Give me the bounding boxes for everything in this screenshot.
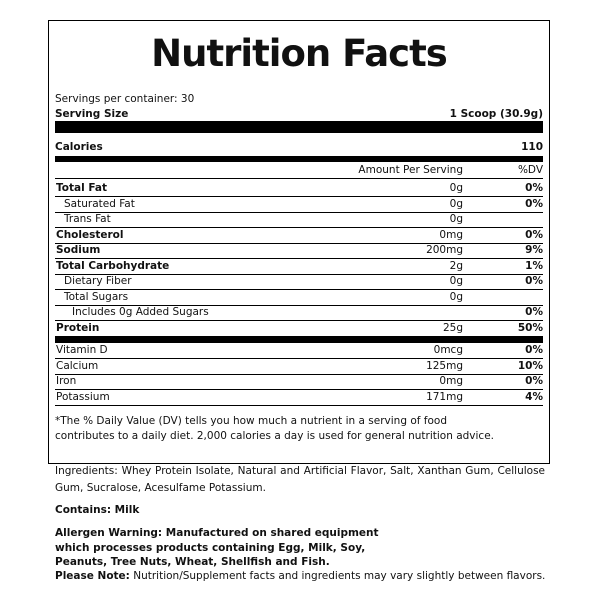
serving-size-label: Serving Size — [55, 108, 129, 120]
nutrient-row: Saturated Fat 0g 0% — [55, 197, 543, 213]
nutrient-label: Total Sugars — [64, 290, 129, 303]
nutrient-label: Total Carbohydrate — [56, 259, 170, 272]
nutrient-dv: 0% — [525, 182, 543, 194]
nutrient-amount: 2g — [449, 259, 463, 272]
nutrient-amount: 0g — [449, 290, 463, 303]
contains: Contains: Milk — [55, 504, 140, 516]
thick-rule — [55, 121, 543, 133]
nutrient-dv: 4% — [525, 390, 543, 403]
nutrient-label: Potassium — [56, 390, 110, 403]
nutrient-label: Protein — [56, 321, 100, 334]
nutrient-label: Vitamin D — [56, 344, 108, 356]
title: Nutrition Facts — [151, 32, 448, 75]
note: Please Note: Nutrition/Supplement facts … — [55, 569, 545, 583]
nutrient-dv: 9% — [525, 244, 543, 256]
serving-size: 1 Scoop (30.9g) — [449, 108, 543, 120]
nutrient-label: Saturated Fat — [64, 197, 135, 210]
nutrient-row: Dietary Fiber 0g 0% — [55, 274, 543, 290]
servings: Servings per container: 30 — [55, 93, 195, 105]
nutrient-amount: 0mcg — [433, 344, 463, 356]
nutrient-dv: 0% — [525, 344, 543, 356]
medium-rule — [55, 337, 543, 343]
nutrient-label: Calcium — [56, 359, 99, 372]
nutrient-dv: 0% — [525, 275, 543, 287]
dv-header: %DV — [517, 164, 543, 176]
nutrient-amount: 125mg — [426, 359, 463, 372]
nutrient-amount: 0g — [449, 197, 463, 210]
amount-header: Amount Per Serving — [358, 164, 463, 176]
note-text: Nutrition/Supplement facts and ingredien… — [133, 570, 546, 582]
calories: 110 — [521, 141, 543, 153]
nutrient-label: Dietary Fiber — [64, 275, 132, 287]
rule — [55, 178, 543, 179]
nutrient-row: Total Carbohydrate 2g 1% — [55, 259, 543, 275]
nutrient-amount: 200mg — [426, 244, 463, 256]
medium-rule — [55, 156, 543, 162]
nutrient-row: Cholesterol 0mg 0% — [55, 228, 543, 244]
nutrient-amount: 0g — [449, 275, 463, 287]
nutrient-dv: 10% — [517, 359, 543, 372]
nutrient-label: Includes 0g Added Sugars — [72, 306, 209, 318]
calories-label: Calories — [55, 141, 103, 153]
nutrient-dv: 1% — [525, 259, 543, 272]
nutrient-row: Total Sugars 0g — [55, 290, 543, 306]
nutrient-amount: 25g — [442, 321, 463, 334]
note-label: Please Note: — [55, 570, 130, 582]
nutrient-row: Sodium 200mg 9% — [55, 243, 543, 259]
nutrient-row: Includes 0g Added Sugars 0% — [55, 305, 543, 321]
nutrient-amount: 0g — [449, 182, 463, 194]
nutrient-amount: 0mg — [439, 375, 463, 387]
nutrient-label: Iron — [56, 375, 77, 387]
nutrient-row: Vitamin D 0mcg 0% — [55, 343, 543, 359]
nutrient-row: Protein 25g 50% — [55, 321, 543, 337]
ingredients: Ingredients: Whey Protein Isolate, Natur… — [55, 465, 545, 494]
nutrient-label: Trans Fat — [64, 213, 111, 225]
nutrient-dv: 0% — [525, 306, 543, 318]
nutrient-amount: 0mg — [439, 228, 463, 241]
nutrient-dv: 0% — [525, 197, 543, 210]
nutrient-label: Sodium — [56, 244, 101, 256]
nutrient-row: Potassium 171mg 4% — [55, 390, 543, 406]
nutrient-row: Trans Fat 0g — [55, 212, 543, 228]
nutrient-row: Iron 0mg 0% — [55, 374, 543, 390]
nutrient-row: Total Fat 0g 0% — [55, 181, 543, 197]
nutrient-amount: 0g — [449, 213, 463, 225]
nutrient-dv: 0% — [525, 375, 543, 387]
nutrient-label: Cholesterol — [56, 228, 124, 241]
nutrient-dv: 50% — [517, 321, 543, 334]
nutrient-label: Total Fat — [56, 182, 108, 194]
footnote: *The % Daily Value (DV) tells you how mu… — [55, 415, 494, 442]
label-box — [48, 20, 550, 464]
allergen-warning: Allergen Warning: Manufactured on shared… — [55, 527, 379, 568]
nutrient-row: Calcium 125mg 10% — [55, 359, 543, 375]
nutrient-amount: 171mg — [426, 390, 463, 403]
nutrient-dv: 0% — [525, 228, 543, 241]
